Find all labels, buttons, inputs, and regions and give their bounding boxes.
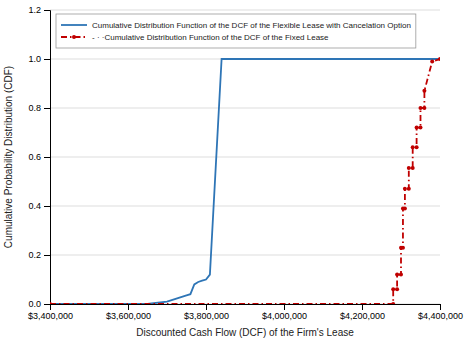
series-point [401,246,405,250]
series-point [395,287,399,291]
series-point [419,106,423,110]
y-tick-mark [44,206,50,207]
legend-item: Cumulative Distribution Function of the … [61,21,411,30]
x-tick-label: $4,200,000 [340,311,385,321]
y-tick: 0.2 [28,250,50,260]
x-axis-title: Discounted Cash Flow (DCF) of the Firm's… [136,327,354,338]
series-point [419,126,423,130]
x-tick: $3,800,000 [184,304,229,321]
series-point [395,273,399,277]
series-point [422,106,426,110]
x-tick-label: $3,600,000 [106,311,151,321]
y-tick-label: 1.0 [28,54,41,64]
series-point [415,145,419,149]
grid-line [50,157,440,158]
x-tick-mark [128,304,129,310]
series-point [50,302,52,304]
y-tick-mark [44,10,50,11]
legend-marker [72,35,76,39]
x-tick-mark [440,304,441,310]
y-tick: 0.0 [28,299,50,309]
x-axis: $3,400,000 $3,600,000 $3,800,000 $4,000,000… [28,304,463,321]
y-tick-mark [44,304,50,305]
series-point [391,287,395,291]
y-tick-mark [44,59,50,60]
y-axis: 0.0 0.2 0.4 0.6 0.8 1.0 1.2 [28,5,50,309]
y-tick: 1.0 [28,54,50,64]
grid [50,10,440,304]
y-tick-label: 0.2 [28,250,41,260]
legend: Cumulative Distribution Function of the … [56,14,416,48]
grid-line [50,255,440,256]
y-tick-mark [44,157,50,158]
x-tick-label: $4,000,000 [262,311,307,321]
chart: $3,400,000 $3,600,000 $3,800,000 $4,000,000… [0,0,474,344]
legend-label: - · ·Cumulative Distribution Function of… [92,33,329,42]
legend-frame [56,14,416,48]
x-tick-label: $3,800,000 [184,311,229,321]
legend-label: Cumulative Distribution Function of the … [92,21,411,30]
y-tick: 0.6 [28,152,50,162]
series-point [403,187,407,191]
y-tick-label: 1.2 [28,5,41,15]
series-point [438,57,440,61]
series-point [407,166,411,170]
y-tick: 0.4 [28,201,50,211]
series-line [50,59,440,304]
series-line [50,59,440,304]
series-point [403,206,407,210]
y-tick: 1.2 [28,5,50,15]
y-tick-mark [44,255,50,256]
x-tick: $4,400,000 [418,304,463,321]
y-tick-label: 0.4 [28,201,41,211]
plot: $3,400,000 $3,600,000 $3,800,000 $4,000,000… [28,5,463,321]
x-tick: $3,600,000 [106,304,151,321]
x-tick-label: $3,400,000 [28,311,73,321]
series-point [415,126,419,130]
series-point [407,187,411,191]
x-tick-mark [206,304,207,310]
series-point [430,59,434,63]
series-point [399,273,403,277]
series-point [391,302,395,304]
x-axis-line [51,305,441,311]
y-axis-line [44,11,51,305]
series-point [411,166,415,170]
y-axis-title: Cumulative Probability Distribution (CDF… [3,66,14,248]
y-tick-mark [44,108,50,109]
x-tick: $4,200,000 [340,304,385,321]
series-point [422,89,426,93]
legend-swatch [61,24,87,26]
data-area [50,57,440,304]
grid-line [50,206,440,207]
series-point [411,145,415,149]
y-tick: 0.8 [28,103,50,113]
x-tick-mark [362,304,363,310]
x-tick-mark [284,304,285,310]
grid-line [50,10,440,11]
x-tick-label: $4,400,000 [418,311,463,321]
legend-item: - · ·Cumulative Distribution Function of… [61,33,329,42]
x-tick: $4,000,000 [262,304,307,321]
y-tick-label: 0.6 [28,152,41,162]
grid-line [50,108,440,109]
y-tick-label: 0.8 [28,103,41,113]
y-tick-label: 0.0 [28,299,41,309]
